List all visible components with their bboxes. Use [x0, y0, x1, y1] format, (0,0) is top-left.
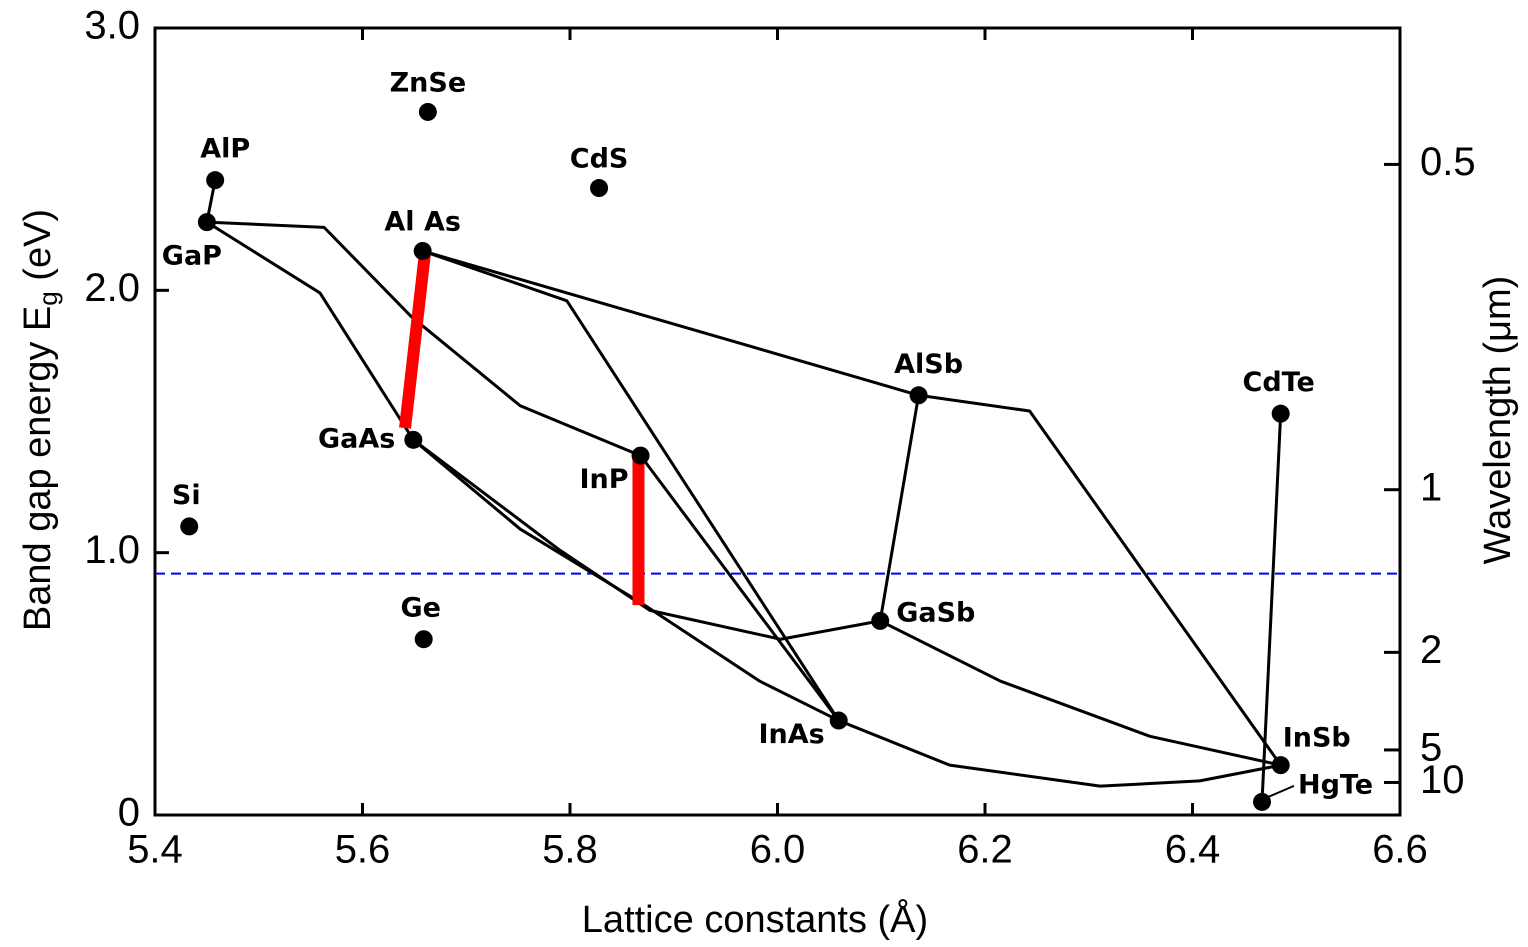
x-tick-label: 6.6	[1372, 828, 1428, 872]
x-tick-label: 5.6	[335, 828, 391, 872]
y-axis-label: Band gap energy Eg (eV)	[17, 209, 63, 631]
y2-tick-label: 2	[1420, 628, 1442, 672]
compound-point	[206, 171, 225, 190]
x-tick-label: 5.8	[542, 828, 598, 872]
compound-label: Si	[172, 480, 201, 511]
alloy-curve	[206, 220, 415, 441]
compound-label: AlSb	[894, 349, 963, 380]
y-tick-label: 0	[118, 791, 140, 835]
y-tick-label: 3.0	[84, 4, 140, 48]
alloy-curve	[422, 249, 840, 722]
compound-point	[590, 179, 609, 198]
x-tick-label: 6.0	[750, 828, 806, 872]
x-tick-label: 6.2	[957, 828, 1013, 872]
y-tick-label: 1.0	[84, 528, 140, 572]
compound-point	[418, 102, 437, 121]
compound-label: CdTe	[1243, 367, 1315, 398]
y2-axis-label: Wavelength (μm)	[1477, 276, 1519, 565]
alloy-curve	[879, 619, 1282, 767]
compound-label: GaP	[162, 241, 222, 272]
compound-label: HgTe	[1298, 769, 1373, 800]
alloy-curve	[838, 719, 1281, 788]
compound-label: Ge	[400, 593, 440, 624]
y2-tick-label: 0.5	[1420, 140, 1476, 184]
compound-label: InAs	[758, 719, 824, 750]
compound-label: GaSb	[896, 597, 975, 628]
compound-point	[829, 711, 848, 730]
alloy-curve	[639, 454, 840, 722]
y-label-suffix: (eV)	[17, 209, 59, 291]
leader-line	[1265, 784, 1295, 799]
compound-point	[1271, 404, 1290, 423]
x-tick-label: 5.4	[127, 828, 183, 872]
y-label-subscript: g	[33, 291, 63, 305]
compound-point	[1253, 792, 1272, 811]
alloy-curve	[206, 220, 642, 457]
compound-point	[1271, 756, 1290, 775]
alloy-curve	[422, 249, 1282, 767]
compound-point	[909, 386, 928, 405]
compound-label: GaAs	[318, 423, 395, 454]
y2-tick-label: 5	[1420, 726, 1442, 770]
compound-label: AlP	[200, 134, 250, 165]
compound-point	[414, 630, 433, 649]
compound-label: ZnSe	[390, 67, 467, 98]
y-tick-label: 2.0	[84, 266, 140, 310]
alloy-curve	[412, 438, 881, 641]
y-label-text: Band gap energy E	[17, 306, 59, 631]
highlight-segment	[399, 254, 431, 429]
compound-point	[404, 430, 423, 449]
x-axis-label: Lattice constants (Å)	[582, 897, 928, 941]
compound-point	[180, 517, 199, 536]
y2-tick-label: 10	[1420, 758, 1465, 802]
compound-label: InP	[579, 464, 628, 495]
compound-label: CdS	[570, 144, 629, 175]
plot-frame	[153, 26, 1402, 817]
compound-point	[871, 611, 890, 630]
compound-point	[197, 213, 216, 232]
compound-point	[413, 241, 432, 260]
y2-tick-label: 1	[1420, 465, 1442, 509]
alloy-curve	[878, 395, 921, 622]
x-tick-label: 6.4	[1165, 828, 1221, 872]
compound-point	[631, 446, 650, 465]
compound-label: InSb	[1283, 723, 1351, 754]
compound-label: Al As	[384, 206, 461, 237]
alloy-curve	[1260, 413, 1283, 802]
